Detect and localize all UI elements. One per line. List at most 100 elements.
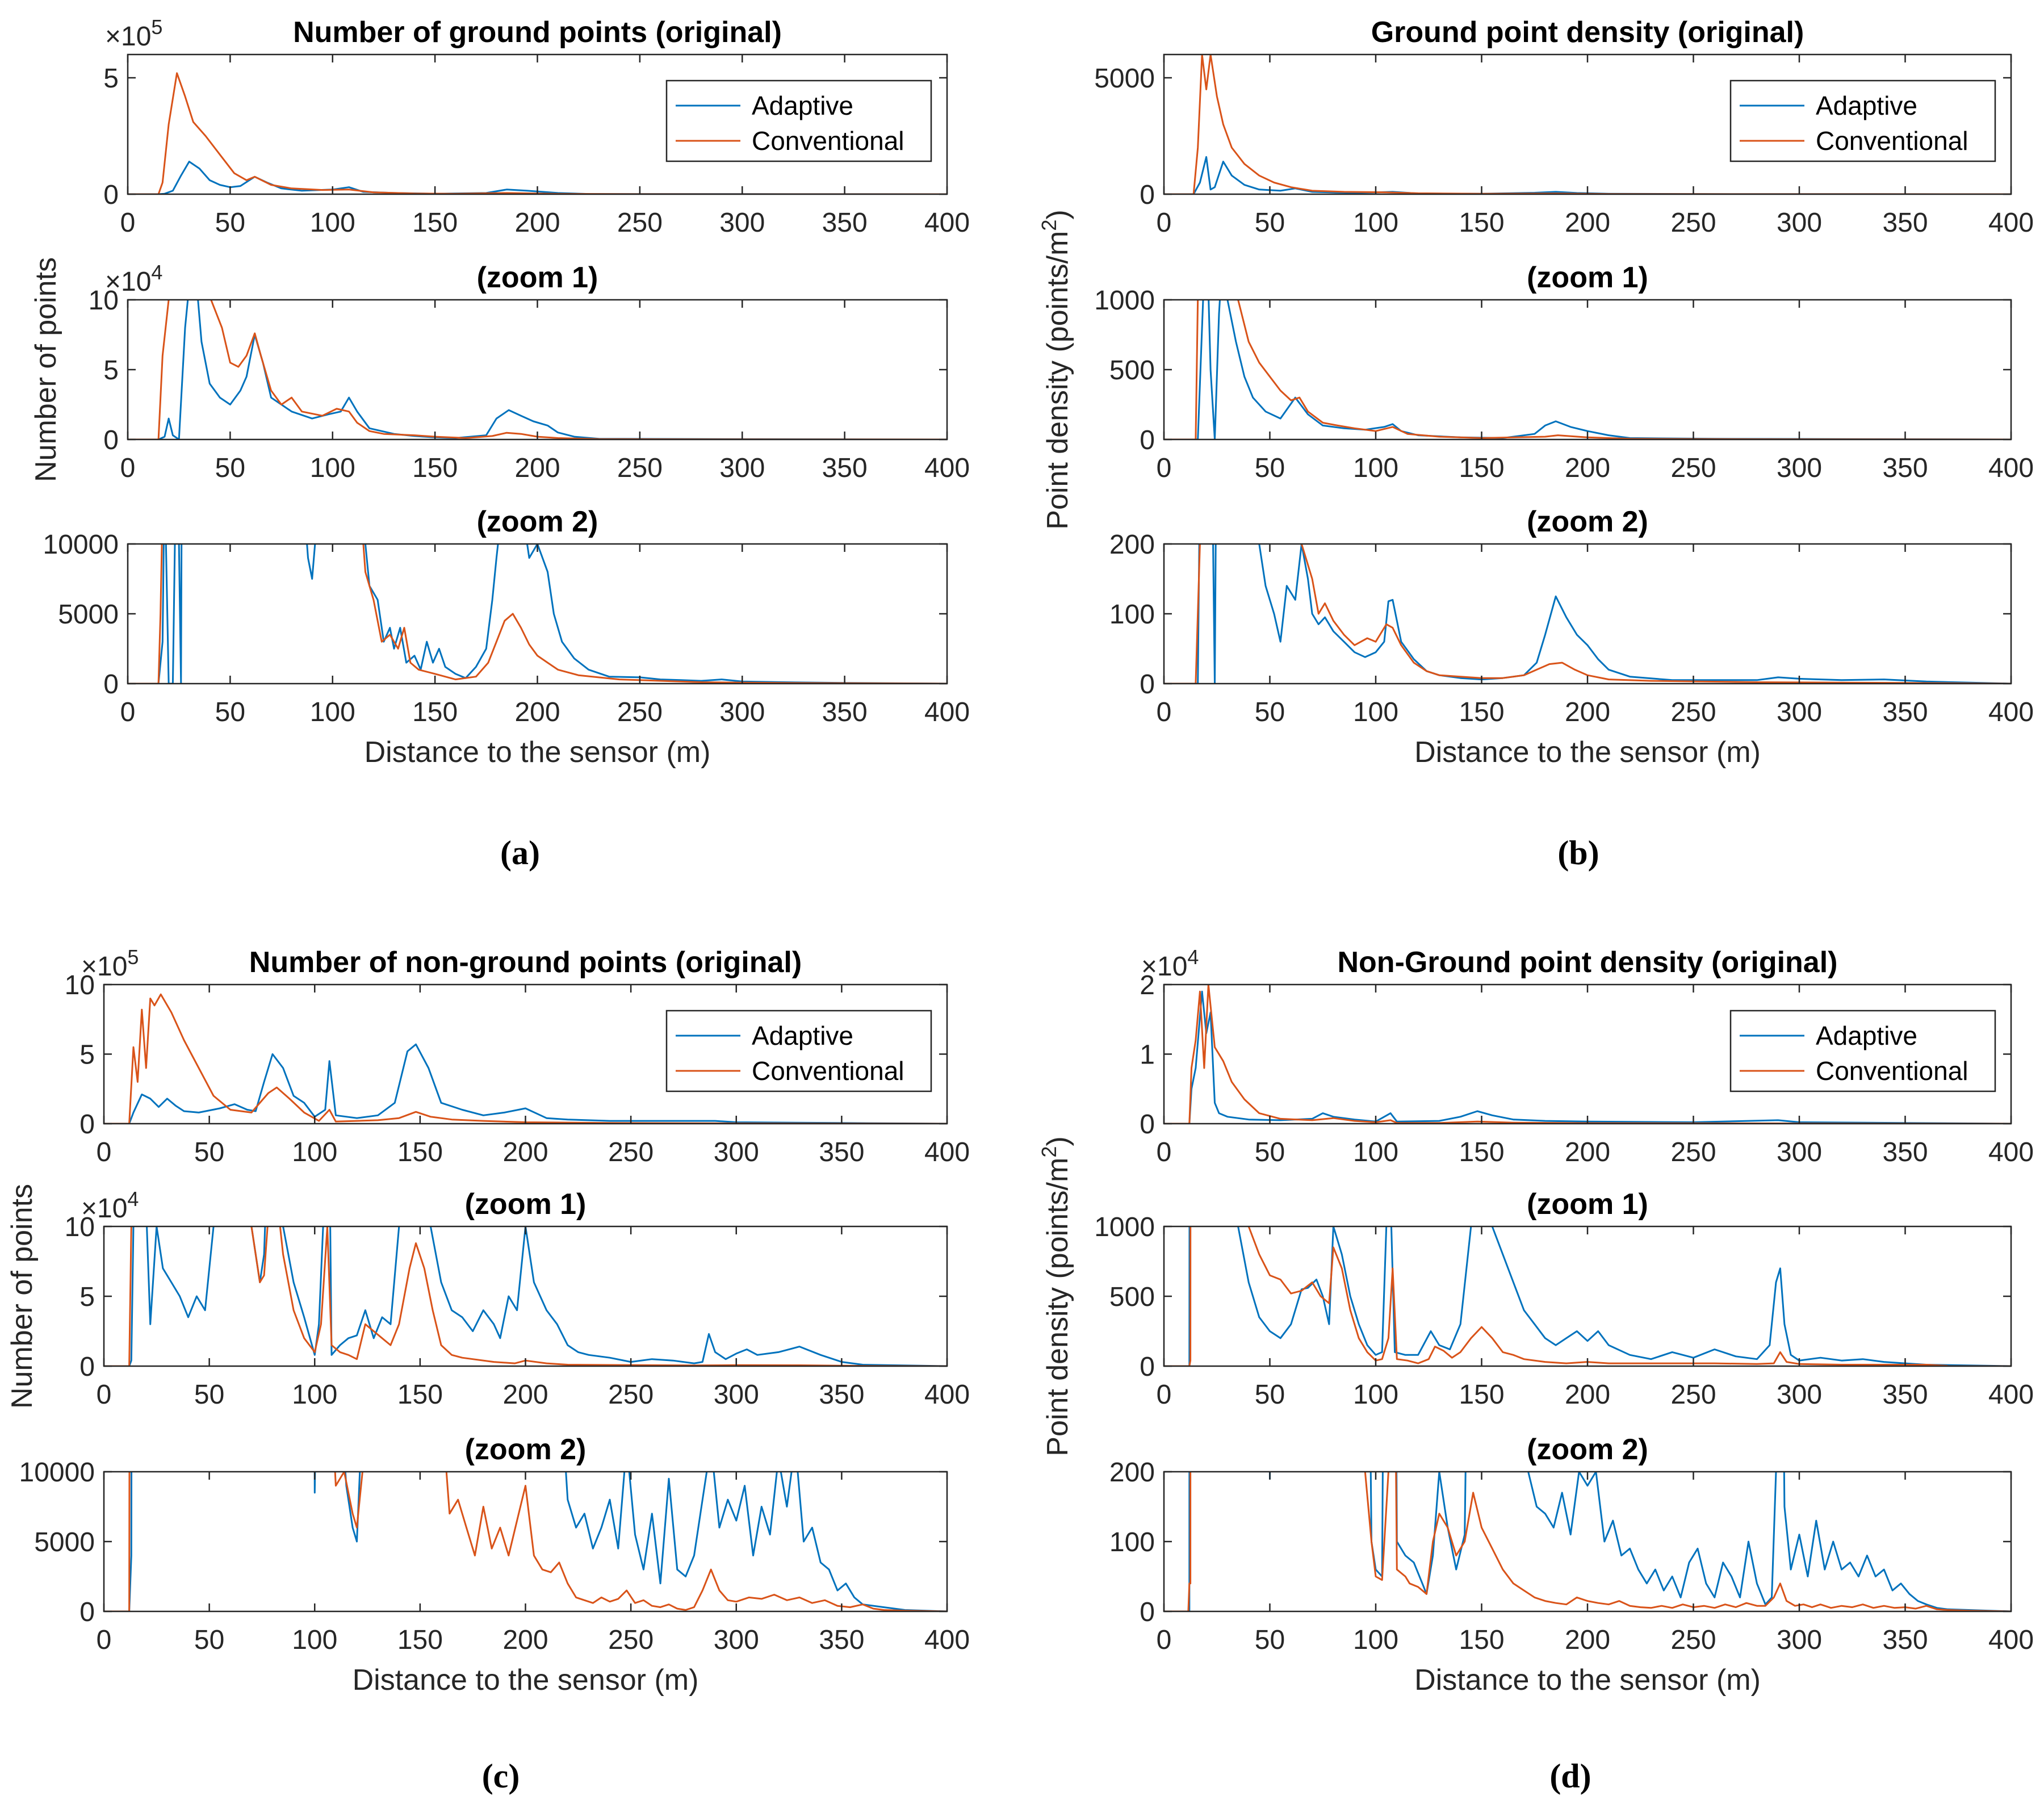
chart-title: (zoom 2)	[477, 505, 598, 538]
x-tick-label: 150	[1459, 1380, 1504, 1410]
x-tick-label: 250	[608, 1380, 654, 1410]
panel-label: (c)	[482, 1757, 520, 1795]
x-tick-label: 200	[1565, 1380, 1610, 1410]
series-line-conventional	[1164, 1226, 2011, 1366]
x-tick-label: 200	[514, 208, 560, 238]
y-tick-label: 5	[79, 1282, 95, 1312]
x-tick-label: 250	[1670, 208, 1716, 238]
series-group	[128, 300, 947, 439]
y-tick-label: 1000	[1094, 1212, 1155, 1242]
x-tick-label: 400	[1988, 208, 2034, 238]
x-tick-label: 200	[502, 1380, 548, 1410]
x-tick-label: 350	[1882, 697, 1928, 727]
y-label-text: Point density (points/m	[1041, 1158, 1074, 1456]
x-tick-label: 0	[1157, 453, 1172, 483]
chart-a3: 0 50 100 150 200 250 300 350 400 0 5000 10000 (zoom …	[43, 505, 970, 769]
x-tick-label: 300	[1777, 1380, 1822, 1410]
chart-title: Number of ground points (original)	[293, 16, 782, 49]
legend-label-conventional: Conventional	[1816, 1056, 1968, 1086]
x-tick-label: 150	[1459, 1137, 1504, 1167]
y-tick-label: 200	[1109, 530, 1155, 560]
x-tick-label: 400	[1988, 1625, 2034, 1655]
x-tick-label: 50	[1255, 1380, 1285, 1410]
series-group	[104, 993, 947, 1124]
x-tick-label: 350	[1882, 1625, 1928, 1655]
x-tick-label: 250	[1670, 1137, 1716, 1167]
series-line-conventional	[128, 300, 947, 439]
legend-label-adaptive: Adaptive	[752, 1021, 853, 1050]
x-tick-label: 0	[97, 1137, 112, 1167]
x-axis-label: Distance to the sensor (m)	[1414, 1664, 1761, 1697]
x-tick-label: 200	[502, 1625, 548, 1655]
y-exponent-label: ×105	[105, 15, 162, 52]
series-group	[128, 72, 947, 194]
x-tick-label: 100	[310, 453, 355, 483]
panel-label: (b)	[1557, 834, 1599, 872]
legend-label-conventional: Conventional	[752, 126, 904, 156]
y-tick-label: 0	[1140, 1597, 1155, 1627]
x-tick-label: 150	[412, 453, 458, 483]
chart-title: Non-Ground point density (original)	[1337, 946, 1837, 979]
x-tick-label: 350	[822, 208, 868, 238]
y-axis-label: Point density (points/m2)	[1037, 1136, 1074, 1456]
x-tick-label: 50	[194, 1380, 224, 1410]
y-tick-label: 0	[103, 669, 119, 700]
y-tick-label: 100	[1109, 1527, 1155, 1557]
x-tick-label: 250	[608, 1137, 654, 1167]
x-tick-label: 100	[310, 697, 355, 727]
x-tick-label: 100	[1353, 208, 1398, 238]
series-group	[1164, 544, 2011, 684]
x-tick-label: 50	[215, 453, 245, 483]
y-tick-label: 200	[1109, 1458, 1155, 1488]
x-tick-label: 100	[1353, 1137, 1398, 1167]
legend-label-adaptive: Adaptive	[1816, 91, 1917, 120]
series-line-adaptive	[1164, 1472, 2011, 1611]
exponent-power: 5	[127, 945, 139, 969]
y-tick-label: 100	[1109, 600, 1155, 630]
x-tick-label: 400	[924, 1137, 970, 1167]
series-line-adaptive	[128, 544, 947, 684]
series-line-conventional	[128, 544, 947, 684]
x-tick-label: 0	[97, 1625, 112, 1655]
x-tick-label: 200	[1565, 453, 1610, 483]
y-tick-label: 1000	[1094, 286, 1155, 316]
y-tick-label: 0	[79, 1109, 95, 1140]
y-tick-label: 10	[65, 970, 95, 1000]
axes-box	[1163, 1471, 2012, 1613]
exponent-base: ×10	[81, 952, 127, 982]
x-tick-label: 300	[714, 1625, 759, 1655]
y-tick-label: 0	[103, 425, 119, 455]
y-tick-label: 10	[65, 1212, 95, 1242]
y-exponent-label: ×104	[1141, 945, 1199, 982]
y-label-text: Number of points	[6, 1184, 39, 1409]
series-group	[104, 1226, 947, 1366]
y-tick-label: 0	[103, 180, 119, 210]
y-axis-label: Number of points	[30, 257, 62, 482]
axes-box	[127, 543, 948, 685]
x-tick-label: 400	[924, 208, 970, 238]
chart-title: (zoom 1)	[1527, 261, 1648, 294]
y-label-tail: )	[1041, 1136, 1074, 1146]
x-tick-label: 100	[1353, 453, 1398, 483]
x-tick-label: 100	[310, 208, 355, 238]
series-line-conventional	[104, 1226, 947, 1366]
y-tick-label: 5000	[1094, 64, 1155, 94]
chart-title: (zoom 2)	[465, 1433, 587, 1466]
chart-title: (zoom 1)	[465, 1188, 587, 1221]
chart-title: Number of non-ground points (original)	[249, 946, 802, 979]
legend-box	[665, 79, 932, 162]
x-tick-label: 200	[1565, 697, 1610, 727]
x-tick-label: 150	[397, 1137, 443, 1167]
x-tick-label: 0	[97, 1380, 112, 1410]
x-tick-label: 300	[714, 1137, 759, 1167]
x-tick-label: 50	[215, 697, 245, 727]
y-tick-label: 0	[79, 1352, 95, 1382]
x-tick-label: 0	[1157, 1380, 1172, 1410]
y-tick-label: 10	[89, 286, 119, 316]
x-tick-label: 150	[412, 208, 458, 238]
chart-d3: 0 50 100 150 200 250 300 350 400 0 100 200 (zoom 2) D…	[1109, 1433, 2034, 1697]
x-tick-label: 50	[215, 208, 245, 238]
x-tick-label: 400	[1988, 697, 2034, 727]
y-tick-label: 2	[1140, 970, 1155, 1000]
x-tick-label: 350	[822, 453, 868, 483]
